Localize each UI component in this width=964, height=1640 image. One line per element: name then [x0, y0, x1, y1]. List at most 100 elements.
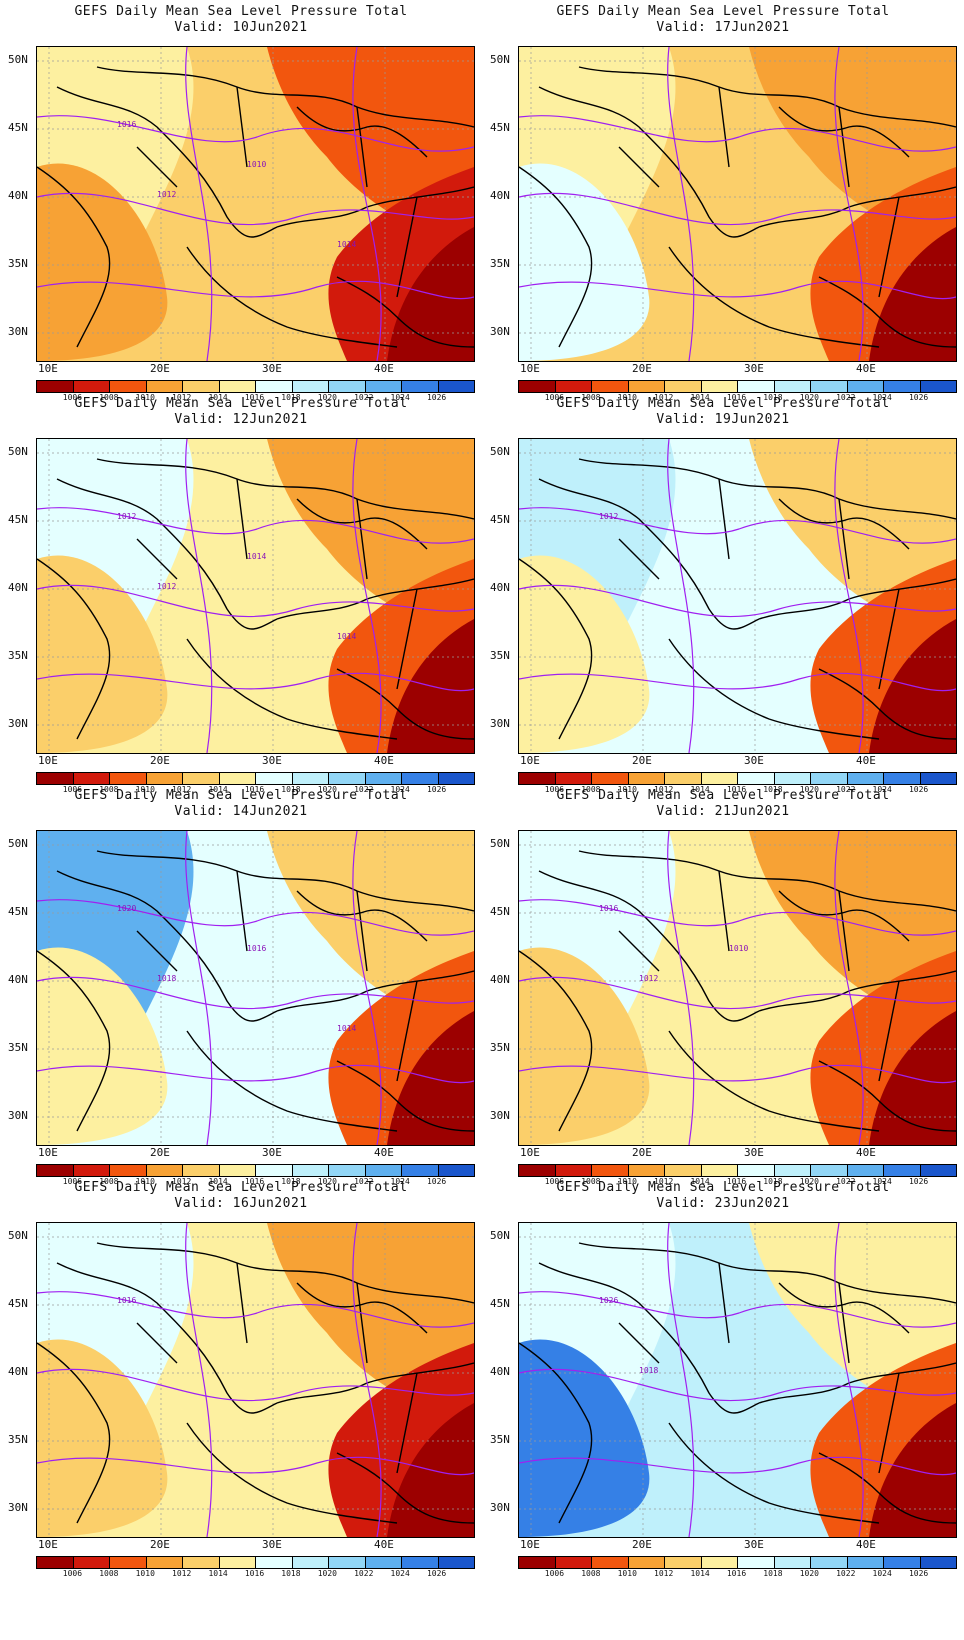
colorbar-swatch: [737, 1557, 774, 1568]
colorbar: [36, 1556, 475, 1569]
isobar-line: [185, 47, 213, 361]
latitude-label: 35N: [8, 257, 28, 270]
colorbar-swatch: [364, 381, 401, 392]
colorbar-swatch: [37, 1165, 73, 1176]
coastline-border: [538, 870, 760, 1022]
latitude-label: 50N: [490, 1229, 510, 1242]
colorbar-swatch: [591, 773, 628, 784]
longitude-label: 10E: [38, 1146, 58, 1159]
colorbar: [36, 1164, 475, 1177]
pressure-map: 1020 1018 1016 1014: [36, 830, 475, 1146]
pressure-field-svg: [519, 47, 956, 361]
colorbar-tick-label: 1020: [317, 1177, 337, 1186]
colorbar-swatch: [810, 1557, 847, 1568]
colorbar-swatch: [846, 1557, 883, 1568]
colorbar: [518, 1164, 957, 1177]
colorbar-swatch: [255, 381, 292, 392]
isobar-line: [37, 1368, 474, 1402]
colorbar-swatch: [919, 1165, 956, 1176]
colorbar-swatch: [700, 381, 737, 392]
isobar-line: [667, 439, 695, 753]
latitude-label: 45N: [490, 121, 510, 134]
isobar-line: [519, 1368, 956, 1402]
panel-title: GEFS Daily Mean Sea Level Pressure Total: [556, 788, 890, 803]
isobar-line: [834, 47, 864, 361]
longitude-label: 20E: [150, 754, 170, 767]
coastline-border: [668, 1030, 880, 1132]
colorbar-tick-label: 1024: [390, 1569, 410, 1578]
coastline-border: [96, 1242, 474, 1304]
colorbar-swatch: [883, 381, 920, 392]
isobar-label: 1010: [729, 944, 748, 953]
latitude-label: 50N: [8, 1229, 28, 1242]
colorbar-swatch: [109, 1557, 146, 1568]
colorbar-swatch: [773, 1557, 810, 1568]
isobar-label: 1012: [157, 190, 176, 199]
coastline-border: [56, 1262, 278, 1414]
panel-title: GEFS Daily Mean Sea Level Pressure Total: [74, 4, 408, 19]
colorbar-tick-label: 1006: [544, 785, 565, 794]
colorbar-swatch: [700, 1165, 737, 1176]
longitude-label: 30E: [262, 362, 282, 375]
colorbar-tick-label: 1016: [244, 785, 265, 794]
colorbar-tick-label: 1018: [763, 393, 783, 402]
latitude-label: 45N: [8, 121, 28, 134]
longitude-label: 20E: [632, 362, 652, 375]
isobar-line: [834, 1223, 864, 1537]
colorbar-swatch: [72, 1165, 109, 1176]
colorbar-labels: 1006 1008 1010 1012 1014 1016 1018 1020 1022 1024…: [518, 393, 955, 405]
colorbar-swatch: [883, 1165, 920, 1176]
panel-valid-date: Valid: 14Jun2021: [174, 804, 308, 819]
isobar-label: 1014: [337, 632, 356, 641]
colorbar-tick-label: 1010: [617, 1569, 637, 1578]
colorbar-tick-label: 1014: [690, 785, 710, 794]
colorbar-tick-label: 1018: [763, 1569, 783, 1578]
isobar-label: 1012: [599, 512, 618, 521]
colorbar: [518, 772, 957, 785]
panel-title: GEFS Daily Mean Sea Level Pressure Total: [556, 396, 890, 411]
colorbar-swatch: [109, 381, 146, 392]
pressure-shade-region: [519, 555, 650, 753]
coastline-border: [538, 86, 760, 238]
longitude-label: 20E: [632, 754, 652, 767]
colorbar-swatch: [255, 1165, 292, 1176]
latitude-label: 50N: [490, 445, 510, 458]
colorbar-tick-label: 1008: [581, 393, 601, 402]
latitude-label: 40N: [8, 1365, 28, 1378]
colorbar-tick-label: 1022: [354, 1177, 374, 1186]
coastline-border: [296, 498, 428, 550]
coastline-border: [336, 1060, 474, 1132]
colorbar-tick-label: 1026: [426, 393, 447, 402]
coastline-border: [136, 870, 418, 1082]
colorbar-swatch: [255, 773, 292, 784]
isobar-line: [667, 1223, 695, 1537]
longitude-label: 40E: [374, 362, 394, 375]
isobar-line: [37, 192, 474, 226]
colorbar-swatch: [883, 1557, 920, 1568]
colorbar-tick-label: 1012: [172, 393, 192, 402]
map-panel: GEFS Daily Mean Sea Level Pressure Total…: [482, 0, 964, 410]
colorbar-tick-label: 1026: [908, 1569, 929, 1578]
coastline-border: [37, 950, 111, 1132]
map-panel: GEFS Daily Mean Sea Level Pressure Total…: [482, 1176, 964, 1586]
latitude-label: 40N: [8, 973, 28, 986]
isobar-line: [352, 1223, 382, 1537]
longitude-label: 10E: [38, 1538, 58, 1551]
colorbar-swatch: [627, 773, 664, 784]
latitude-label: 40N: [490, 189, 510, 202]
isobar-label: 1014: [337, 1024, 356, 1033]
isobar-line: [37, 280, 474, 300]
colorbar-tick-label: 1010: [135, 785, 155, 794]
colorbar-tick-label: 1008: [99, 393, 119, 402]
colorbar-tick-label: 1006: [544, 1569, 565, 1578]
pressure-map: 1012: [518, 438, 957, 754]
colorbar-tick-label: 1006: [62, 1569, 83, 1578]
colorbar-tick-label: 1024: [872, 785, 892, 794]
isobar-label: 1018: [639, 1366, 658, 1375]
isobar-line: [185, 1223, 213, 1537]
latitude-label: 35N: [490, 649, 510, 662]
colorbar-tick-label: 1018: [763, 1177, 783, 1186]
colorbar-tick-label: 1010: [135, 1177, 155, 1186]
isobar-line: [519, 1456, 956, 1476]
coastline-border: [37, 558, 111, 740]
